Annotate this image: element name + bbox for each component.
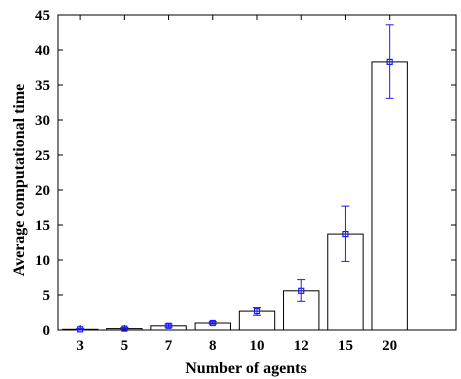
- y-tick-label: 45: [35, 8, 50, 24]
- x-tick-label: 7: [165, 338, 173, 354]
- mean-marker: [209, 319, 216, 327]
- x-tick-label: 3: [76, 338, 84, 354]
- x-tick-label: 12: [294, 338, 309, 354]
- y-axis: 0 5 10 15 20 25 30 35 40 45: [35, 8, 456, 339]
- y-tick-label: 5: [43, 288, 51, 304]
- x-tick-label: 8: [209, 338, 217, 354]
- x-tick-label: 20: [382, 338, 397, 354]
- bar: [371, 61, 408, 331]
- x-axis-label: Number of agents: [185, 360, 306, 377]
- x-axis: 3 5 7 8 10 12 15 20: [76, 15, 397, 354]
- mean-marker: [77, 326, 84, 333]
- x-tick-label: 10: [250, 338, 265, 354]
- y-tick-label: 0: [43, 323, 51, 339]
- mean-marker: [342, 231, 349, 238]
- y-tick-label: 15: [35, 218, 50, 234]
- y-tick-label: 40: [35, 43, 50, 59]
- error-bars: [76, 24, 394, 333]
- mean-marker: [386, 58, 393, 66]
- mean-marker: [298, 287, 305, 294]
- mean-marker: [253, 308, 261, 315]
- x-tick-label: 5: [121, 338, 129, 354]
- y-tick-label: 35: [35, 78, 50, 94]
- y-tick-label: 25: [35, 148, 50, 164]
- y-axis-label: Average computational time: [11, 84, 28, 277]
- x-tick-label: 15: [338, 338, 353, 354]
- mean-marker: [165, 322, 172, 329]
- y-tick-label: 10: [35, 253, 50, 269]
- y-tick-label: 30: [35, 113, 50, 129]
- mean-marker: [121, 325, 128, 332]
- y-tick-label: 20: [35, 183, 50, 199]
- bars: [61, 61, 408, 331]
